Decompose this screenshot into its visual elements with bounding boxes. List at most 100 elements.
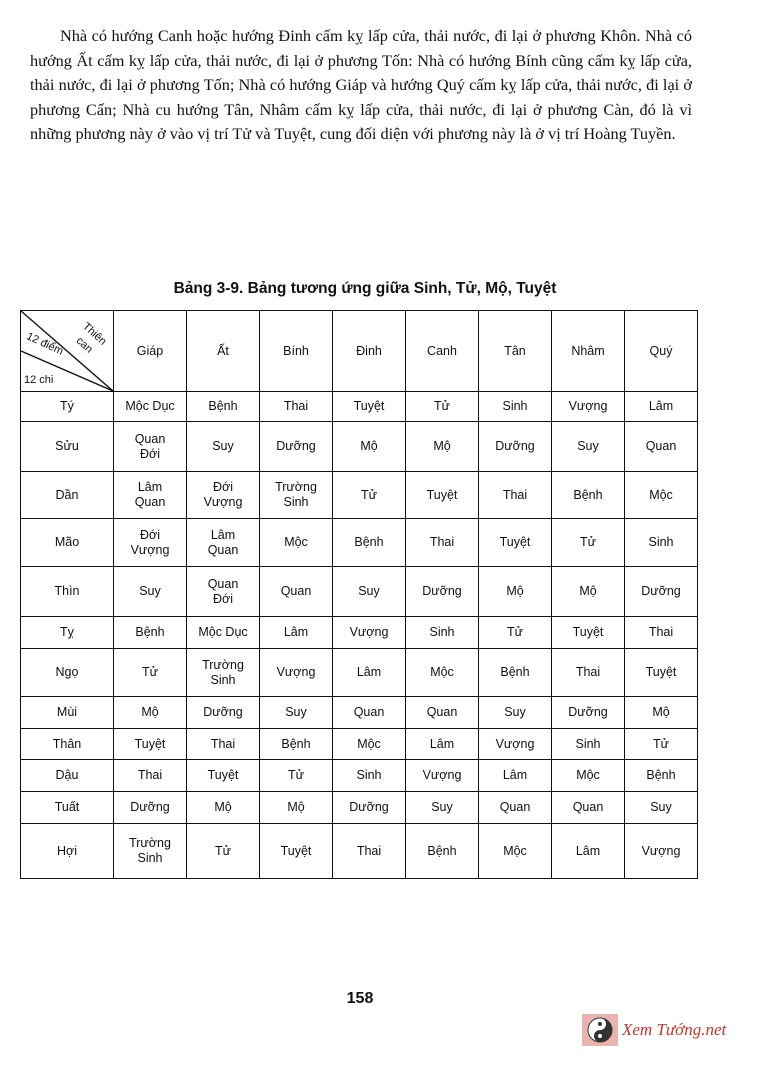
table-cell: Bệnh (551, 471, 625, 519)
cell-text: Bệnh (500, 665, 530, 679)
table-cell: Trường Sinh (259, 471, 333, 519)
table-cell: Mộ (624, 696, 698, 729)
table-cell: Tuyệt (405, 471, 479, 519)
table-cell: Mộc (551, 759, 625, 792)
table-cell: Suy (332, 566, 406, 617)
table-cell: Suy (186, 421, 260, 472)
cell-text: Dưỡng (568, 705, 608, 719)
column-header: Ất (186, 310, 260, 392)
table-cell: Suy (259, 696, 333, 729)
table-cell: Mộc Dục (186, 616, 260, 649)
table-cell: Bệnh (186, 391, 260, 422)
cell-text: Bệnh (354, 535, 384, 549)
cell-text: Tử (214, 843, 231, 858)
cell-text: Trường Sinh (129, 836, 171, 865)
table-cell: Thai (332, 823, 406, 879)
table-cell: Lâm (624, 391, 698, 422)
diagonal-lines (21, 311, 113, 391)
cell-text: Mộc Dục (198, 625, 248, 639)
row-label: Mão (20, 518, 114, 567)
cell-text: Đới Vượng (203, 480, 243, 509)
table-cell: Thai (624, 616, 698, 649)
column-header: Đinh (332, 310, 406, 392)
cell-text: Sinh (429, 625, 455, 639)
table-cell: Quan (551, 791, 625, 824)
table-row: Thân Tuyệt Thai Bệnh Mộc Lâm Vượng Sinh Tử (20, 728, 698, 760)
cell-text: Mộc (576, 768, 600, 782)
cell-text: Sinh (575, 736, 601, 751)
table-cell: Tuyệt (259, 823, 333, 879)
row-label: Dậu (20, 759, 114, 792)
cell-text: Lâm (429, 736, 455, 751)
table-cell: Suy (478, 696, 552, 729)
table-cell: Tử (624, 728, 698, 760)
cell-text: Lâm Quan (134, 480, 166, 509)
table-cell: Quan Đới (113, 421, 187, 472)
table-cell: Tuyệt (478, 518, 552, 567)
cell-text: Quan Đới (207, 576, 239, 606)
table-cell: Mộ (332, 421, 406, 472)
table-cell: Sinh (551, 728, 625, 760)
cell-text: Vượng (349, 625, 389, 639)
cell-text: Quan (426, 705, 458, 719)
table-cell: Sinh (624, 518, 698, 567)
table-cell: Trường Sinh (186, 648, 260, 697)
cell-text: Thai (137, 768, 163, 782)
page-number: 158 (346, 990, 374, 1007)
table-cell: Thai (259, 391, 333, 422)
table-cell: Mộ (259, 791, 333, 824)
cell-text: Dưỡng (130, 800, 170, 814)
table-cell: Mộc (332, 728, 406, 760)
cell-text: Mộ (579, 584, 597, 598)
table-cell: Bệnh (332, 518, 406, 567)
table-cell: Suy (405, 791, 479, 824)
table-row: Hợi Trường Sinh Tử Tuyệt Thai Bệnh Mộc Lâm Vượng (20, 823, 698, 879)
table-cell: Lâm (259, 616, 333, 649)
cell-text: Bệnh (427, 843, 457, 858)
row-label: Thân (20, 728, 114, 760)
table-cell: Tử (113, 648, 187, 697)
cell-text: Mộc (284, 535, 308, 549)
cell-text: Suy (358, 584, 380, 598)
table-cell: Lâm Quan (113, 471, 187, 519)
table-cell: Tử (259, 759, 333, 792)
cell-text: Sinh (356, 768, 382, 782)
cell-text: Trường Sinh (202, 657, 244, 687)
row-label: Tý (20, 391, 114, 422)
table-cell: Mộ (405, 421, 479, 472)
table-cell: Quan (405, 696, 479, 729)
cell-text: Bệnh (135, 625, 165, 639)
watermark-text: Xem Tướng.net (622, 1020, 727, 1039)
column-header: Tân (478, 310, 552, 392)
table-cell: Lâm Quan (186, 518, 260, 567)
column-header: Bính (259, 310, 333, 392)
table-cell: Dưỡng (405, 566, 479, 617)
cell-text: Tử (141, 665, 158, 679)
cell-text: Quan (572, 800, 604, 814)
table-cell: Tử (186, 823, 260, 879)
table-cell: Vượng (332, 616, 406, 649)
cell-text: Tuyệt (280, 843, 312, 858)
cell-text: Quan (353, 705, 385, 719)
table-cell: Mộc (624, 471, 698, 519)
cell-text: Suy (504, 705, 526, 719)
table-cell: Mộc Dục (113, 391, 187, 422)
cell-text: Bệnh (281, 736, 311, 751)
cell-text: Lâm (575, 843, 601, 858)
table-row: Mùi Mộ Dưỡng Suy Quan Quan Suy Dưỡng Mộ (20, 696, 698, 729)
table-cell: Dưỡng (478, 421, 552, 472)
cell-text: Lâm Quan (207, 527, 239, 557)
table-cell: Suy (551, 421, 625, 472)
table-cell: Tuyệt (186, 759, 260, 792)
cell-text: Lâm (356, 665, 382, 679)
row-label: Dần (20, 471, 114, 519)
cell-text: Thai (648, 625, 674, 639)
table-cell: Dưỡng (113, 791, 187, 824)
table-cell: Mộ (478, 566, 552, 617)
table-cell: Dưỡng (332, 791, 406, 824)
cell-text: Sinh (648, 535, 674, 549)
table-cell: Quan (259, 566, 333, 617)
cell-text: Vượng (276, 665, 316, 679)
table-cell: Dưỡng (551, 696, 625, 729)
cell-text: Tuyệt (572, 625, 604, 639)
